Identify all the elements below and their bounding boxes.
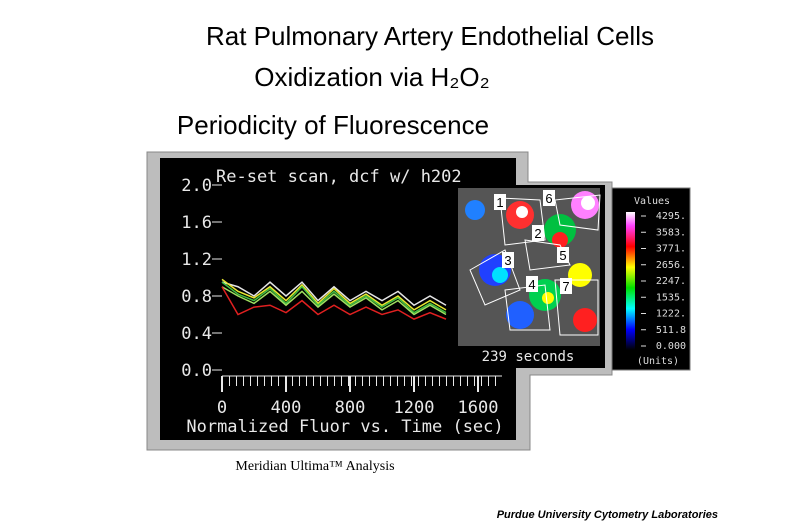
x-axis-label: Normalized Fluor vs. Time (sec) (186, 417, 503, 437)
scale-label: 511.8 (656, 325, 686, 336)
x-tick-label: 0 (217, 398, 227, 418)
cell-label: 3 (504, 253, 511, 268)
x-tick-label: 800 (335, 398, 366, 418)
y-tick-label: 0.8 (181, 287, 212, 307)
scale-label: 1222. (656, 309, 686, 320)
slide-title: Rat Pulmonary Artery Endothelial Cells (206, 21, 654, 51)
y-tick-label: 0.4 (181, 324, 212, 344)
series-line (221, 286, 447, 320)
cell-label-box (502, 252, 514, 268)
x-tick-label: 1200 (394, 398, 435, 418)
cell-label-box (532, 225, 544, 241)
scale-label: 3771. (656, 244, 686, 255)
scale-unit: (Units) (637, 356, 679, 367)
cell-label-box (557, 247, 569, 263)
scale-label: 4295. (656, 211, 686, 222)
scale-label: 0.000 (656, 341, 686, 352)
cell-label: 6 (545, 191, 552, 206)
chart-title: Re-set scan, dcf w/ h202 (216, 167, 462, 187)
scale-label: 3583. (656, 227, 686, 238)
cell-blobs (465, 191, 599, 332)
cell-label-box (526, 276, 538, 292)
series-line (221, 281, 447, 314)
cell-label: 5 (559, 248, 566, 263)
x-tick-label: 1600 (458, 398, 499, 418)
series-line (221, 281, 447, 307)
cell-label-box (543, 190, 555, 206)
cell-label-box (494, 194, 506, 210)
y-tick-label: 2.0 (181, 176, 212, 196)
scale-title: Values (634, 196, 670, 207)
caption: Meridian Ultima™ Analysis (235, 459, 394, 474)
series-line (221, 278, 447, 311)
cell-label: 7 (562, 279, 569, 294)
cell-label-box (560, 278, 572, 294)
time-label: 239 seconds (482, 349, 575, 365)
cell-label: 1 (496, 195, 503, 210)
scale-label: 2247. (656, 276, 686, 287)
cell-label: 2 (534, 226, 541, 241)
y-tick-label: 0.0 (181, 361, 212, 381)
scale-label: 2656. (656, 260, 686, 271)
slide-title: Oxidization via H₂O₂ (254, 62, 490, 92)
scale-panel (611, 187, 691, 371)
x-tick-label: 400 (271, 398, 302, 418)
slide-title: Periodicity of Fluorescence (177, 110, 489, 140)
series-line (221, 286, 447, 316)
y-tick-label: 1.2 (181, 250, 212, 270)
scale-label: 1535. (656, 292, 686, 303)
footer: Purdue University Cytometry Laboratories (497, 509, 718, 521)
y-tick-label: 1.6 (181, 213, 212, 233)
cell-label: 4 (528, 277, 535, 292)
color-bar (626, 212, 635, 350)
